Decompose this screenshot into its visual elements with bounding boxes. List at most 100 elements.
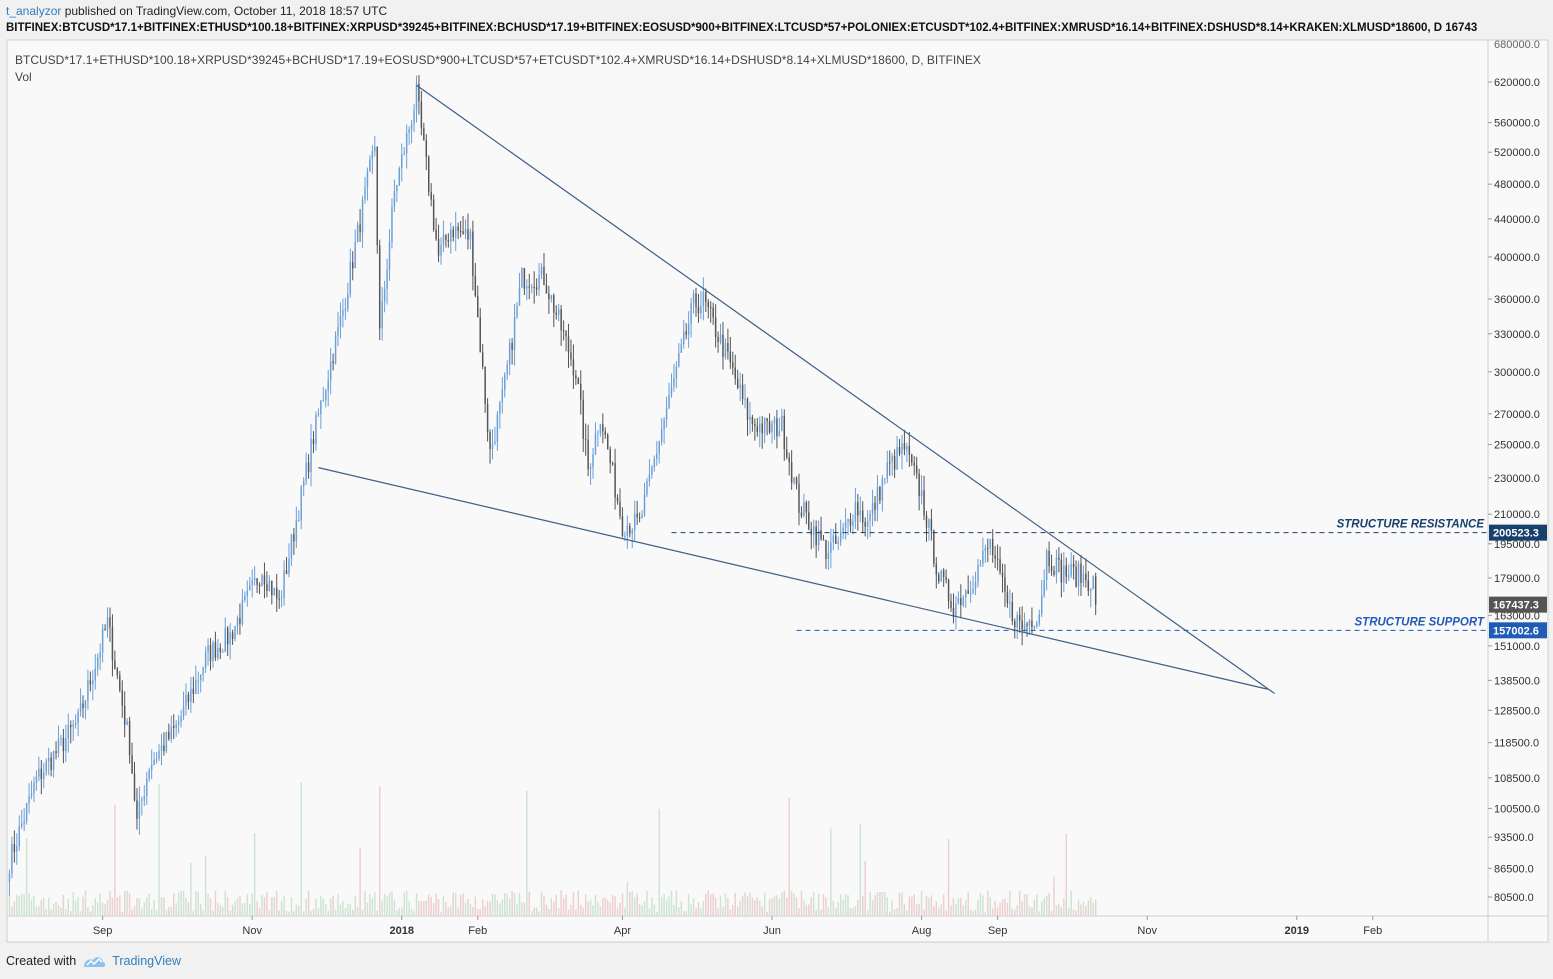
candle-body: [891, 455, 893, 463]
candle: [35, 770, 38, 791]
candle-body: [702, 292, 705, 306]
candle: [778, 417, 781, 437]
candle-body: [675, 366, 678, 378]
candle-body: [668, 394, 670, 409]
volume-bar: [879, 892, 881, 916]
volume-bar: [141, 908, 143, 916]
candle-body: [1055, 557, 1058, 575]
candle: [109, 607, 111, 642]
volume-bar: [432, 903, 435, 916]
volume-bar: [38, 906, 40, 916]
candle-body: [288, 558, 290, 574]
candle: [499, 400, 501, 429]
candle-body: [89, 680, 92, 685]
volume-bar: [442, 896, 445, 916]
candle: [876, 474, 879, 522]
volume-bar: [874, 895, 876, 916]
volume-bar: [96, 902, 99, 916]
volume-bar: [741, 895, 744, 916]
volume-bar: [491, 893, 494, 916]
volume-bar: [759, 900, 761, 916]
candle: [263, 562, 266, 599]
volume-bar: [1014, 909, 1016, 916]
candle-body: [955, 603, 957, 618]
volume-bar: [378, 786, 381, 916]
candle-body: [403, 153, 405, 155]
volume-bar: [501, 899, 504, 916]
candle-body: [827, 552, 830, 559]
volume-bar: [783, 890, 786, 916]
candle-body: [239, 617, 241, 624]
candle: [700, 290, 702, 319]
volume-bar: [683, 911, 685, 916]
tradingview-brand[interactable]: TradingView: [82, 954, 181, 968]
volume-bar: [305, 898, 307, 916]
volume-bar: [516, 904, 518, 916]
candle-body: [430, 192, 432, 200]
candle-body: [888, 462, 891, 464]
candle-body: [974, 582, 977, 589]
candle-body: [172, 725, 175, 728]
candle-body: [8, 873, 11, 882]
volume-bar: [908, 896, 911, 916]
candle: [288, 543, 290, 578]
candle-body: [604, 431, 607, 435]
volume-bar: [1026, 894, 1028, 916]
candle: [185, 683, 187, 716]
candle-body: [543, 266, 545, 285]
volume-bar: [447, 907, 450, 916]
volume-bar: [55, 901, 57, 916]
candle-body: [717, 337, 719, 343]
candle-body: [839, 531, 842, 542]
candle: [582, 390, 584, 452]
candle-body: [513, 316, 516, 350]
volume-bar: [445, 902, 447, 916]
candle-body: [1023, 624, 1026, 630]
candle: [462, 215, 464, 235]
candle-body: [808, 512, 810, 530]
volume-bar: [106, 900, 109, 916]
candle: [464, 219, 467, 239]
volume-bar: [138, 898, 141, 916]
candle: [199, 674, 202, 693]
volume-bar: [467, 898, 469, 916]
candle: [344, 297, 347, 320]
volume-bar: [214, 890, 217, 916]
volume-bar: [219, 905, 222, 916]
candle-body: [207, 644, 209, 653]
volume-bar: [391, 891, 393, 916]
candle-body: [903, 443, 906, 450]
candle: [374, 135, 376, 157]
candle: [177, 715, 180, 734]
volume-bar: [714, 897, 717, 916]
candle: [844, 508, 847, 540]
candle: [665, 396, 668, 428]
candle-body: [800, 512, 803, 516]
volume-bar: [1053, 876, 1055, 916]
candle: [1043, 569, 1045, 598]
volume-bar: [1038, 911, 1041, 916]
volume-bar: [396, 910, 398, 916]
candle: [50, 752, 52, 777]
price-axis[interactable]: [1487, 39, 1549, 917]
candle: [847, 518, 849, 536]
candle: [732, 351, 734, 375]
candle: [915, 456, 918, 479]
candle: [354, 229, 356, 269]
candle-body: [673, 377, 675, 387]
volume-bar: [45, 909, 47, 916]
candle: [334, 331, 337, 365]
time-axis[interactable]: [6, 915, 1489, 943]
candle-body: [116, 668, 119, 676]
author-link[interactable]: t_analyzor: [6, 4, 62, 18]
volume-bar: [261, 895, 263, 916]
candle: [719, 323, 722, 345]
candle: [224, 617, 226, 653]
volume-bar: [938, 908, 940, 916]
candle: [192, 676, 195, 704]
candle: [964, 589, 967, 608]
candle-body: [999, 559, 1001, 573]
volume-bar: [697, 902, 700, 916]
candle: [815, 520, 817, 558]
